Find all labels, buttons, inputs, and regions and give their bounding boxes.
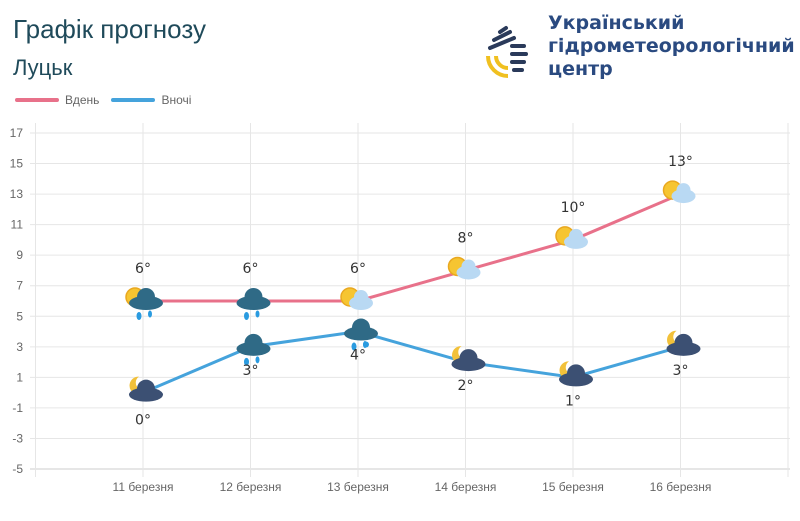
data-label: 0°	[135, 413, 151, 429]
legend-swatch-day[interactable]	[15, 98, 59, 102]
data-label: 2°	[458, 378, 474, 394]
y-tick-label: 1	[16, 370, 23, 384]
data-label: 8°	[458, 230, 474, 246]
sun-cloud-icon	[555, 226, 588, 249]
series-line-night	[142, 330, 681, 395]
cloud-rain-snow-icon	[344, 318, 378, 351]
sun-cloud-icon	[447, 256, 481, 280]
y-tick-label: -3	[12, 431, 23, 445]
y-tick-label: 13	[10, 187, 24, 201]
data-label: 6°	[350, 261, 366, 277]
y-tick-label: -5	[12, 462, 23, 476]
data-label: 3°	[673, 363, 689, 379]
city-name: Луцьк	[13, 55, 73, 80]
sun-cloud-icon	[340, 287, 373, 310]
y-tick-label: 11	[11, 218, 24, 232]
x-tick-label: 13 березня	[327, 480, 389, 494]
org-line3: центр	[548, 58, 613, 80]
y-tick-label: 5	[16, 309, 23, 323]
x-tick-label: 15 березня	[542, 480, 604, 494]
y-tick-label: 7	[16, 279, 23, 293]
x-tick-label: 11 березня	[113, 480, 174, 494]
page-title: Графік прогнозу	[13, 14, 206, 44]
legend-swatch-night[interactable]	[111, 98, 156, 102]
data-label: 1°	[565, 393, 581, 409]
data-label: 6°	[135, 261, 151, 277]
cloud-rain-icon	[236, 333, 271, 366]
moon-cloud-icon	[666, 330, 701, 356]
moon-cloud-icon	[129, 376, 163, 402]
org-line1: Український	[548, 12, 685, 34]
cloud-rain-icon	[236, 288, 271, 320]
data-label: 3°	[243, 363, 259, 379]
y-tick-label: 17	[10, 126, 24, 140]
org-line2: гідрометеорологічний	[548, 35, 795, 57]
sun-cloud-rain-icon	[125, 287, 163, 320]
sun-cloud-icon	[662, 180, 696, 204]
ukrhydromet-logo-icon	[486, 26, 528, 78]
y-tick-label: 15	[10, 157, 24, 171]
legend-label-night[interactable]: Вночі	[161, 93, 192, 107]
organization-name: Український гідрометеорологічний центр	[548, 12, 795, 81]
x-tick-label: 16 березня	[650, 480, 712, 494]
moon-cloud-icon	[559, 361, 593, 387]
x-tick-label: 12 березня	[220, 480, 282, 494]
data-label: 10°	[561, 200, 586, 216]
moon-cloud-icon	[451, 346, 486, 372]
data-label: 13°	[668, 154, 693, 170]
x-tick-label: 14 березня	[435, 480, 497, 494]
series-line-day	[143, 192, 682, 303]
y-tick-label: 3	[16, 340, 23, 354]
data-label: 6°	[243, 261, 259, 277]
data-label: 4°	[350, 348, 366, 364]
y-tick-label: 9	[16, 248, 23, 262]
y-tick-label: -1	[12, 401, 23, 415]
legend: Вдень Вночі	[15, 93, 191, 107]
legend-label-day[interactable]: Вдень	[65, 93, 100, 107]
